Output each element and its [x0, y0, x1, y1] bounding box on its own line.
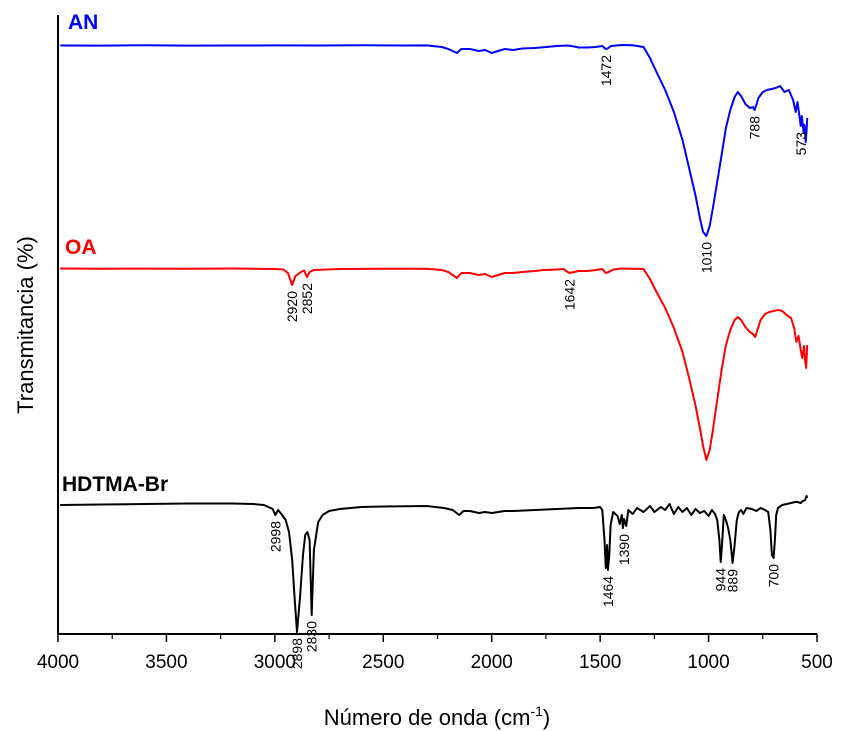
peak-label-1390: 1390 — [616, 534, 632, 565]
x-axis-title-close: ) — [543, 705, 550, 730]
x-tick-label-2500: 2500 — [362, 652, 404, 673]
series-layer: AN OA HDTMA-Br — [60, 11, 809, 633]
peak-label-889: 889 — [725, 569, 741, 593]
series-label-oa: OA — [65, 236, 97, 259]
peak-label-700: 700 — [766, 564, 782, 588]
peak-label-2830: 2830 — [304, 621, 320, 652]
x-tick-label-1500: 1500 — [579, 652, 621, 673]
peak-label-1010: 1010 — [698, 242, 714, 273]
x-tick-label-1000: 1000 — [687, 652, 729, 673]
peak-label-1464: 1464 — [600, 576, 616, 607]
peak-label-2998: 2998 — [267, 521, 283, 552]
x-tick-label-4000: 4000 — [37, 652, 79, 673]
peak-label-2920: 2920 — [284, 291, 300, 322]
peak-label-1642: 1642 — [561, 279, 577, 310]
peak-label-573: 573 — [793, 132, 809, 156]
series-label-an: AN — [68, 11, 98, 34]
series-label-hdtma-br: HDTMA-Br — [62, 473, 168, 496]
series-line-an — [60, 44, 809, 237]
peak-label-2852: 2852 — [299, 283, 315, 314]
x-tick-label-3000: 3000 — [254, 652, 296, 673]
series-line-hdtma-br — [60, 495, 809, 633]
x-ticks: 4000 3500 3000 2500 2000 1500 1000 500 — [37, 634, 833, 673]
series-line-oa — [60, 267, 809, 461]
x-axis-title-superscript: -1 — [530, 703, 543, 719]
x-tick-label-3500: 3500 — [145, 652, 187, 673]
peak-label-944: 944 — [713, 568, 729, 592]
peak-label-1472: 1472 — [598, 55, 614, 86]
peak-label-788: 788 — [747, 116, 763, 140]
peak-label-2898: 2898 — [289, 638, 305, 669]
x-tick-label-2000: 2000 — [471, 652, 513, 673]
x-tick-label-500: 500 — [801, 652, 833, 673]
y-axis-title: Transmitancia (%) — [13, 236, 38, 414]
x-axis-title: Número de onda (cm-1) — [324, 703, 550, 730]
x-axis-title-main: Número de onda (cm — [324, 705, 531, 730]
axis-layer: 4000 3500 3000 2500 2000 1500 1000 500 — [37, 15, 833, 673]
